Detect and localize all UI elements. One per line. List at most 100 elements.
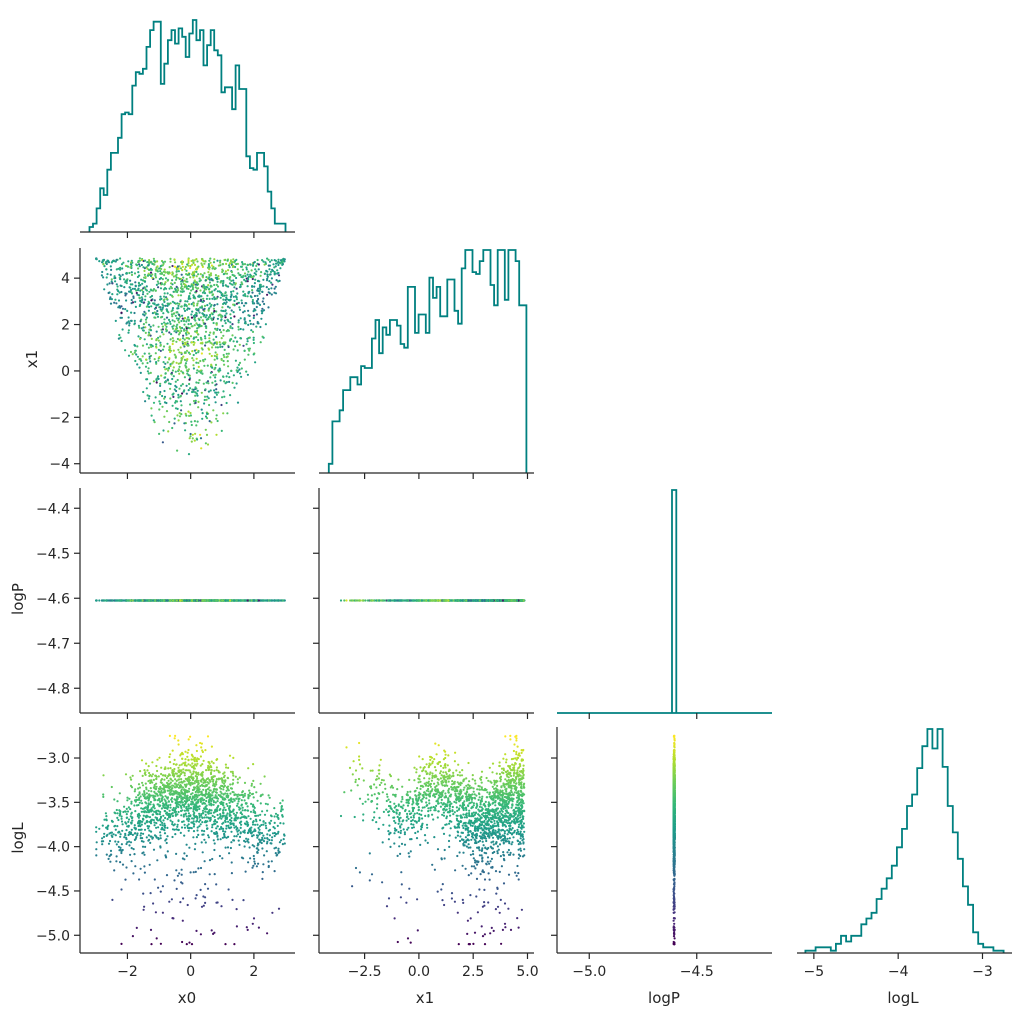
point-x1-vs-x0 bbox=[156, 260, 159, 263]
point-logL-vs-x0 bbox=[275, 833, 278, 836]
point-logL-vs-x1 bbox=[503, 832, 506, 835]
point-logL-vs-x1 bbox=[450, 892, 454, 895]
point-logL-vs-x0 bbox=[161, 774, 164, 777]
point-logL-vs-x0 bbox=[218, 854, 221, 858]
point-x1-vs-x0 bbox=[270, 277, 273, 280]
point-logL-vs-x1 bbox=[409, 941, 412, 944]
point-logL-vs-x0 bbox=[102, 793, 105, 796]
point-x1-vs-x0 bbox=[276, 261, 279, 264]
point-x1-vs-x0 bbox=[101, 261, 104, 264]
point-x1-vs-x0 bbox=[216, 303, 219, 306]
point-x1-vs-x0 bbox=[205, 297, 208, 300]
point-x1-vs-x0 bbox=[189, 414, 192, 417]
point-logL-vs-x0 bbox=[147, 827, 150, 830]
point-x1-vs-x0 bbox=[187, 323, 190, 326]
point-x1-vs-x0 bbox=[133, 287, 136, 290]
point-logL-vs-x0 bbox=[239, 832, 242, 835]
point-logL-vs-x1 bbox=[490, 821, 493, 824]
point-logL-vs-x1 bbox=[382, 823, 385, 826]
hist-x0 bbox=[88, 19, 287, 232]
point-x1-vs-x0 bbox=[225, 352, 228, 355]
point-x1-vs-x0 bbox=[164, 381, 167, 384]
point-logL-vs-x0 bbox=[146, 769, 149, 772]
point-logL-vs-x0 bbox=[200, 829, 204, 832]
point-x1-vs-x0 bbox=[216, 290, 219, 293]
point-logL-vs-x0 bbox=[137, 828, 140, 831]
point-x1-vs-x0 bbox=[140, 263, 143, 267]
point-x1-vs-x0 bbox=[211, 313, 214, 316]
point-logL-vs-x0 bbox=[227, 820, 230, 823]
point-x1-vs-x0 bbox=[213, 267, 216, 271]
point-x1-vs-x0 bbox=[229, 321, 232, 324]
point-x1-vs-x0 bbox=[172, 275, 175, 278]
point-logL-vs-x0 bbox=[262, 863, 265, 866]
point-x1-vs-x0 bbox=[197, 333, 200, 336]
point-logL-vs-x0 bbox=[185, 843, 188, 846]
point-logL-vs-x0 bbox=[200, 905, 204, 908]
point-x1-vs-x0 bbox=[270, 287, 273, 290]
point-x1-vs-x0 bbox=[267, 291, 270, 294]
point-x1-vs-x0 bbox=[136, 363, 139, 366]
point-x1-vs-x0 bbox=[169, 260, 172, 263]
point-logL-vs-x0 bbox=[261, 836, 264, 839]
point-x1-vs-x0 bbox=[200, 352, 203, 355]
point-logL-vs-x0 bbox=[222, 830, 225, 833]
point-logL-vs-x0 bbox=[129, 808, 132, 811]
point-logL-vs-x1 bbox=[507, 848, 510, 852]
point-logL-vs-x1 bbox=[444, 750, 447, 753]
point-x1-vs-x0 bbox=[236, 366, 239, 369]
point-logL-vs-x1 bbox=[450, 785, 453, 789]
point-logL-vs-x1 bbox=[439, 805, 442, 808]
point-logL-vs-x1 bbox=[498, 911, 501, 914]
point-logL-vs-x1 bbox=[479, 831, 482, 834]
point-x1-vs-x0 bbox=[265, 286, 268, 289]
point-x1-vs-x0 bbox=[208, 315, 212, 318]
point-x1-vs-x0 bbox=[237, 325, 240, 328]
point-x1-vs-x0 bbox=[199, 306, 202, 309]
point-logL-vs-x1 bbox=[505, 779, 509, 783]
point-x1-vs-x0 bbox=[138, 265, 141, 268]
point-x1-vs-x0 bbox=[218, 328, 221, 331]
point-x1-vs-x0 bbox=[165, 367, 168, 370]
point-x1-vs-x0 bbox=[181, 317, 184, 320]
point-logL-vs-x1 bbox=[506, 829, 509, 832]
point-x1-vs-x0 bbox=[187, 332, 190, 335]
point-logL-vs-x0 bbox=[154, 798, 157, 802]
point-logL-vs-x0 bbox=[266, 803, 269, 806]
point-x1-vs-x0 bbox=[188, 414, 191, 417]
point-logL-vs-x1 bbox=[511, 841, 514, 844]
point-logL-vs-x0 bbox=[215, 758, 218, 762]
point-logL-vs-x0 bbox=[116, 816, 119, 820]
point-x1-vs-x0 bbox=[173, 353, 176, 356]
point-logL-vs-x0 bbox=[232, 812, 235, 815]
point-x1-vs-x0 bbox=[184, 300, 187, 303]
point-x1-vs-x0 bbox=[195, 270, 198, 273]
point-x1-vs-x0 bbox=[208, 337, 211, 340]
point-logL-vs-x0 bbox=[143, 865, 146, 868]
point-logL-vs-x0 bbox=[180, 868, 183, 871]
point-logL-vs-x1 bbox=[362, 813, 365, 816]
point-x1-vs-x0 bbox=[132, 295, 135, 298]
point-logL-vs-x1 bbox=[416, 787, 419, 790]
point-x1-vs-x0 bbox=[258, 303, 262, 306]
point-logL-vs-x1 bbox=[515, 832, 518, 836]
point-logL-vs-x0 bbox=[227, 888, 230, 891]
point-x1-vs-x0 bbox=[161, 441, 164, 444]
point-logL-vs-x1 bbox=[482, 844, 485, 847]
point-logL-vs-x1 bbox=[373, 811, 376, 814]
point-logL-vs-x1 bbox=[491, 771, 494, 774]
point-x1-vs-x0 bbox=[145, 316, 148, 319]
point-logL-vs-x0 bbox=[273, 807, 276, 810]
point-logL-vs-x1 bbox=[460, 774, 464, 777]
point-logL-vs-x0 bbox=[243, 845, 246, 848]
point-x1-vs-x0 bbox=[137, 284, 140, 287]
point-x1-vs-x0 bbox=[192, 353, 195, 357]
point-logL-vs-x1 bbox=[514, 871, 517, 874]
point-x1-vs-x0 bbox=[174, 314, 177, 317]
point-logL-vs-x1 bbox=[419, 780, 422, 783]
point-x1-vs-x0 bbox=[138, 274, 141, 277]
point-logL-vs-x0 bbox=[199, 784, 202, 788]
point-logL-vs-x0 bbox=[244, 870, 247, 873]
point-logL-vs-x1 bbox=[473, 865, 476, 868]
point-logL-vs-x0 bbox=[174, 778, 177, 781]
